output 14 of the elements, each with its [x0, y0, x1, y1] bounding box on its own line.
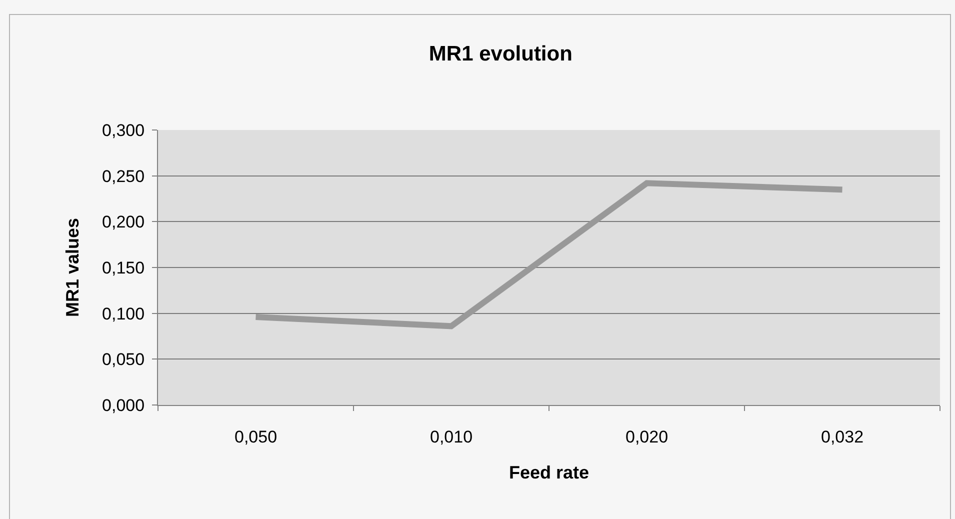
y-tick-label: 0,100 [102, 304, 145, 324]
chart-title: MR1 evolution [428, 42, 572, 66]
x-tick-label: 0,032 [820, 427, 864, 446]
y-tick-label: 0,300 [102, 120, 145, 140]
x-axis-title: Feed rate [508, 462, 590, 482]
y-axis-title: MR1 values [62, 218, 82, 318]
y-tick-label: 0,150 [102, 258, 145, 278]
y-tick-label: 0,250 [102, 166, 145, 186]
x-tick-label: 0,020 [625, 427, 668, 446]
y-tick-label: 0,050 [102, 350, 145, 370]
y-tick-label: 0,000 [102, 396, 145, 415]
x-tick-label: 0,050 [234, 427, 278, 446]
x-tick-label: 0,010 [430, 427, 473, 446]
y-tick-label: 0,200 [102, 212, 145, 232]
